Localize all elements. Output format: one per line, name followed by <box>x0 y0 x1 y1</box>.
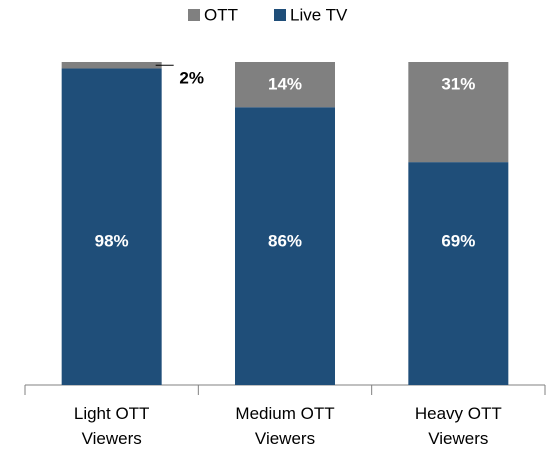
bar-segment <box>61 68 162 386</box>
bar-segment <box>235 107 335 385</box>
bar-segment <box>61 62 162 69</box>
data-label: 86% <box>268 231 302 250</box>
bar-segment <box>408 62 509 163</box>
data-label: 14% <box>268 74 302 93</box>
data-label: 98% <box>95 231 129 250</box>
x-tick-label: Heavy OTT Viewers <box>415 404 502 448</box>
legend-swatch <box>188 9 200 21</box>
legend-label: Live TV <box>290 5 348 24</box>
x-tick-label-line: Heavy OTT <box>415 404 502 423</box>
x-tick-label-line: Viewers <box>255 429 315 448</box>
legend-label: OTT <box>204 5 238 24</box>
data-label: 69% <box>441 231 475 250</box>
data-label: 2% <box>179 69 204 88</box>
legend-swatch <box>274 9 286 21</box>
bar-segment <box>408 162 509 385</box>
x-tick-label-line: Light OTT <box>74 404 150 423</box>
x-tick-label-line: Viewers <box>428 429 488 448</box>
bar-segment <box>235 62 335 108</box>
x-tick-label: Light OTT Viewers <box>74 404 150 448</box>
x-tick-label-line: Medium OTT <box>235 404 334 423</box>
x-tick-label-line: Viewers <box>82 429 142 448</box>
data-label: 31% <box>441 74 475 93</box>
x-tick-label: Medium OTT Viewers <box>235 404 334 448</box>
